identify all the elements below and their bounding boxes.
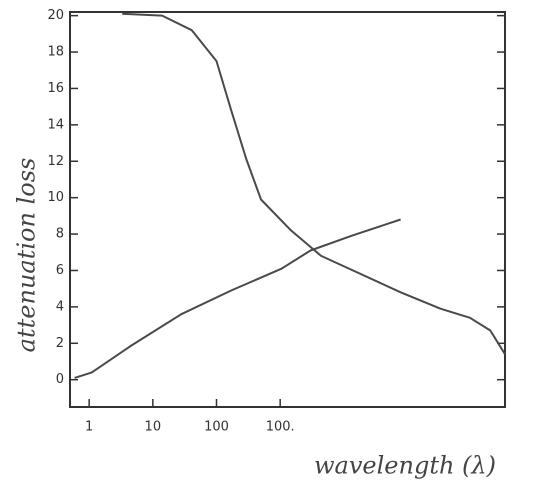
- line-series: [122, 12, 506, 355]
- x-tick-label: 100.: [266, 420, 295, 435]
- y-tick-label: 12: [47, 154, 64, 169]
- y-tick-label: 20: [47, 8, 64, 23]
- x-tick-label: 10: [145, 420, 162, 435]
- line-series: [74, 218, 401, 379]
- y-tick-label: 4: [56, 299, 64, 314]
- y-tick-label: 10: [47, 190, 64, 205]
- y-tick-label: 14: [47, 117, 64, 132]
- y-tick-label: 2: [56, 336, 64, 351]
- y-tick-label: 8: [56, 227, 64, 242]
- x-axis-title: wavelength (λ): [314, 452, 496, 480]
- x-tick-label: 1: [85, 420, 93, 435]
- y-tick-label: 18: [47, 45, 64, 60]
- y-tick-label: 6: [56, 263, 64, 278]
- y-axis-title: attenuation loss: [13, 158, 41, 353]
- y-tick-label: 16: [47, 81, 64, 96]
- plot-frame: [69, 11, 506, 408]
- x-tick-label: 100: [204, 420, 229, 435]
- y-tick-label: 0: [56, 372, 64, 387]
